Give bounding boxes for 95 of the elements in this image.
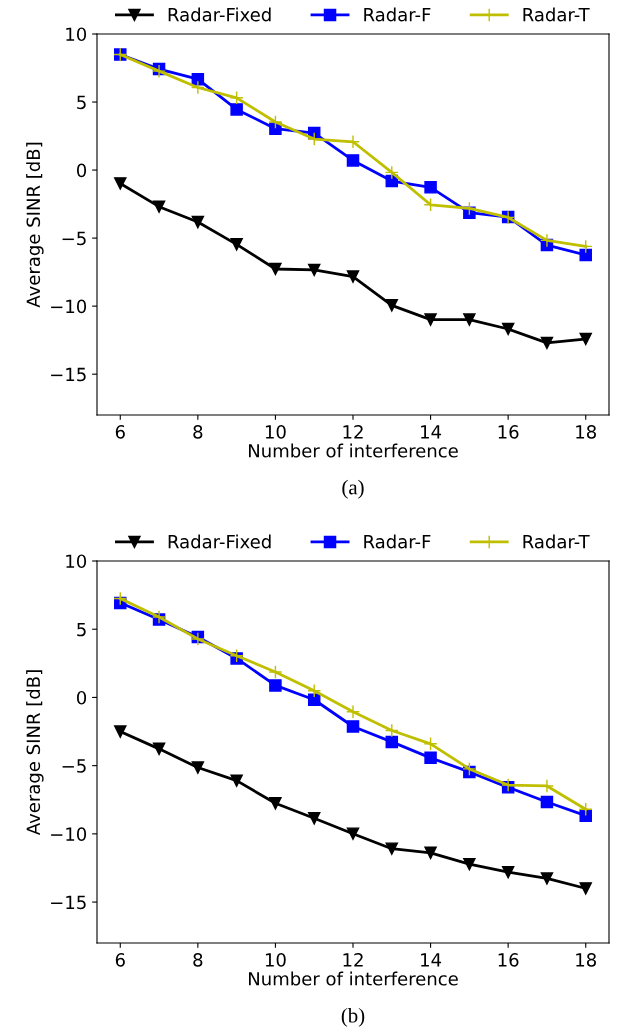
point [578, 802, 593, 817]
legend-label: Radar-Fixed [168, 534, 271, 549]
y-tick-label: 5 [77, 95, 86, 110]
point [385, 299, 399, 312]
y-tick-label: −10 [51, 299, 87, 314]
y-tick-label: 10 [66, 27, 87, 42]
x-tick-label: 16 [498, 425, 519, 439]
x-tick-label: 6 [115, 953, 125, 967]
point [384, 723, 399, 738]
point [230, 238, 243, 251]
point [269, 679, 282, 692]
point [346, 270, 360, 283]
y-tick-label: 5 [77, 622, 86, 637]
point [190, 80, 205, 95]
point [384, 165, 399, 180]
point [424, 313, 437, 326]
point [579, 248, 592, 262]
point [579, 809, 592, 822]
point [152, 609, 167, 624]
point [269, 262, 282, 276]
point [462, 201, 477, 216]
point [424, 181, 437, 194]
point [501, 865, 515, 879]
point [462, 761, 477, 776]
point [346, 720, 360, 733]
x-tick-label: 16 [498, 953, 519, 967]
point [346, 704, 360, 719]
point [307, 812, 321, 825]
y-tick-label: −10 [51, 827, 87, 841]
y-axis-title: Average SINR [dB] [26, 670, 44, 836]
x-tick-label: 12 [343, 425, 363, 439]
point [229, 648, 244, 663]
y-tick-label: −15 [51, 895, 86, 910]
point [152, 200, 166, 213]
y-tick-label: −5 [62, 231, 86, 246]
point [229, 90, 244, 105]
legend-label: Radar-F [364, 534, 431, 549]
point [191, 215, 205, 229]
point [114, 177, 127, 190]
point [346, 154, 360, 167]
y-tick-label: −15 [51, 367, 86, 382]
point [268, 665, 283, 679]
point [307, 263, 321, 277]
point [230, 103, 243, 116]
x-tick-label: 10 [265, 953, 286, 967]
point [307, 693, 321, 706]
legend-label: Radar-T [523, 7, 590, 22]
y-tick-label: 0 [76, 690, 87, 705]
text: (b) [341, 1007, 365, 1027]
point [307, 683, 322, 698]
point [191, 761, 205, 774]
y-tick-label: 0 [76, 163, 87, 178]
point [539, 233, 554, 248]
point [540, 795, 554, 809]
point [424, 751, 437, 765]
point [269, 797, 282, 810]
point [385, 735, 399, 749]
point [540, 872, 554, 885]
point [463, 857, 476, 871]
point [501, 322, 515, 336]
x-tick-label: 8 [193, 425, 203, 439]
point [346, 134, 360, 149]
point [268, 115, 283, 129]
point [579, 882, 592, 895]
point [346, 827, 360, 840]
point [540, 336, 554, 350]
point [152, 742, 166, 756]
point [579, 332, 592, 346]
x-axis-title: Number of interference [248, 443, 458, 458]
y-tick-label: −5 [62, 759, 86, 773]
x-tick-label: 6 [115, 425, 125, 439]
text: (a) [342, 479, 364, 499]
legend-label: Radar-Fixed [168, 7, 271, 22]
point [230, 774, 243, 787]
legend-label: Radar-T [523, 534, 590, 549]
x-tick-label: 18 [576, 953, 596, 967]
point [463, 313, 476, 326]
x-axis-title: Number of interference [248, 971, 458, 986]
point [114, 725, 127, 738]
y-axis-title: Average SINR [dB] [26, 142, 44, 308]
point [385, 842, 399, 855]
point [113, 591, 128, 606]
point [424, 846, 437, 860]
point [307, 132, 322, 146]
x-tick-label: 14 [421, 425, 442, 439]
point [578, 239, 593, 254]
x-tick-label: 12 [343, 953, 363, 967]
x-tick-label: 14 [421, 953, 442, 967]
y-tick-label: 10 [66, 554, 87, 569]
x-tick-label: 18 [576, 425, 596, 439]
legend-label: Radar-F [364, 7, 431, 22]
point [269, 122, 282, 135]
x-tick-label: 8 [193, 953, 203, 967]
point [423, 736, 438, 751]
x-tick-label: 10 [265, 425, 286, 439]
